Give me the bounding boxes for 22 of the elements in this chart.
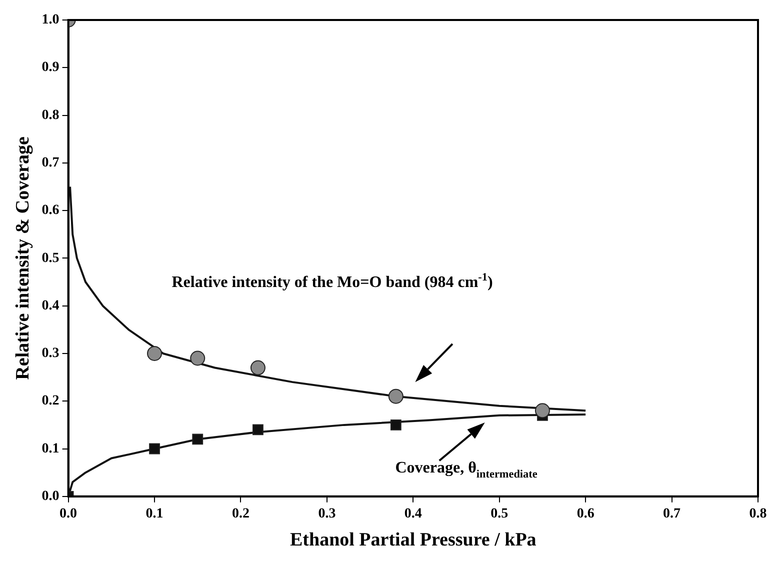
x-tick-label: 0.2 [232, 506, 250, 522]
x-tick-label: 0.5 [490, 506, 508, 522]
y-tick-label: 0.4 [42, 298, 60, 314]
y-tick-label: 0.7 [42, 156, 60, 171]
y-tick-label: 0.3 [42, 346, 60, 362]
y-tick-label: 0.9 [42, 60, 60, 76]
x-tick-label: 0.3 [318, 506, 336, 522]
y-tick-label: 0.8 [42, 108, 60, 123]
x-tick-label: 0.4 [404, 506, 422, 522]
y-tick-label: 0.2 [42, 394, 60, 409]
y-tick-label: 0.6 [42, 203, 60, 218]
y-tick-label: 1.0 [42, 12, 60, 28]
x-tick-label: 0.0 [60, 506, 78, 522]
x-tick-label: 0.6 [576, 506, 594, 522]
y-tick-label: 0.0 [42, 489, 60, 504]
y-tick-label: 0.5 [42, 250, 60, 266]
x-tick-label: 0.1 [146, 506, 164, 522]
x-axis-title: Ethanol Partial Pressure / kPa [290, 530, 537, 551]
x-tick-label: 0.7 [663, 506, 681, 522]
x-tick-label: 0.8 [749, 506, 767, 522]
y-tick-label: 0.1 [42, 441, 60, 456]
y-axis-title: Relative intensity & Coverage [12, 136, 34, 380]
